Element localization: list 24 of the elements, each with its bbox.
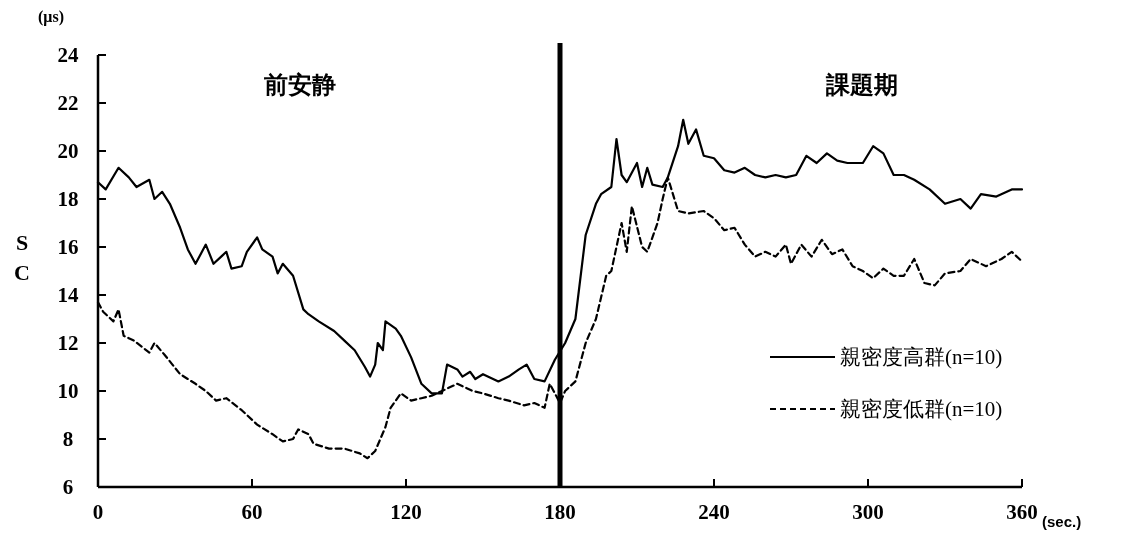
y-tick-label: 20 [57, 139, 79, 164]
y-tick-label: 6 [62, 475, 74, 500]
y-tick-label: 16 [57, 235, 79, 260]
x-axis-title: (sec.) [1042, 513, 1082, 530]
x-tick-label: 60 [241, 500, 263, 524]
annotation: 課題期 [825, 72, 898, 98]
x-tick-label: 360 [1006, 500, 1038, 524]
y-tick-label: 18 [57, 187, 79, 212]
x-tick-label: 240 [698, 500, 730, 524]
y-tick-label: 12 [57, 331, 79, 356]
y-axis-title: SC [14, 230, 30, 285]
text: (μs) [38, 8, 64, 26]
x-tick-label: 0 [92, 500, 104, 524]
y-tick-label: 24 [57, 43, 79, 68]
annotation: 前安静 [263, 72, 336, 98]
x-tick-label: 180 [544, 500, 576, 524]
x-tick-label: 120 [390, 500, 422, 524]
y-tick-label: 8 [62, 427, 74, 452]
y-tick-label: 14 [57, 283, 79, 308]
legend-label: 親密度高群(n=10) [840, 345, 1003, 370]
y-tick-label: 22 [57, 91, 79, 116]
x-tick-label: 300 [852, 500, 884, 524]
legend-label: 親密度低群(n=10) [840, 397, 1003, 422]
y-tick-label: 10 [57, 379, 79, 404]
